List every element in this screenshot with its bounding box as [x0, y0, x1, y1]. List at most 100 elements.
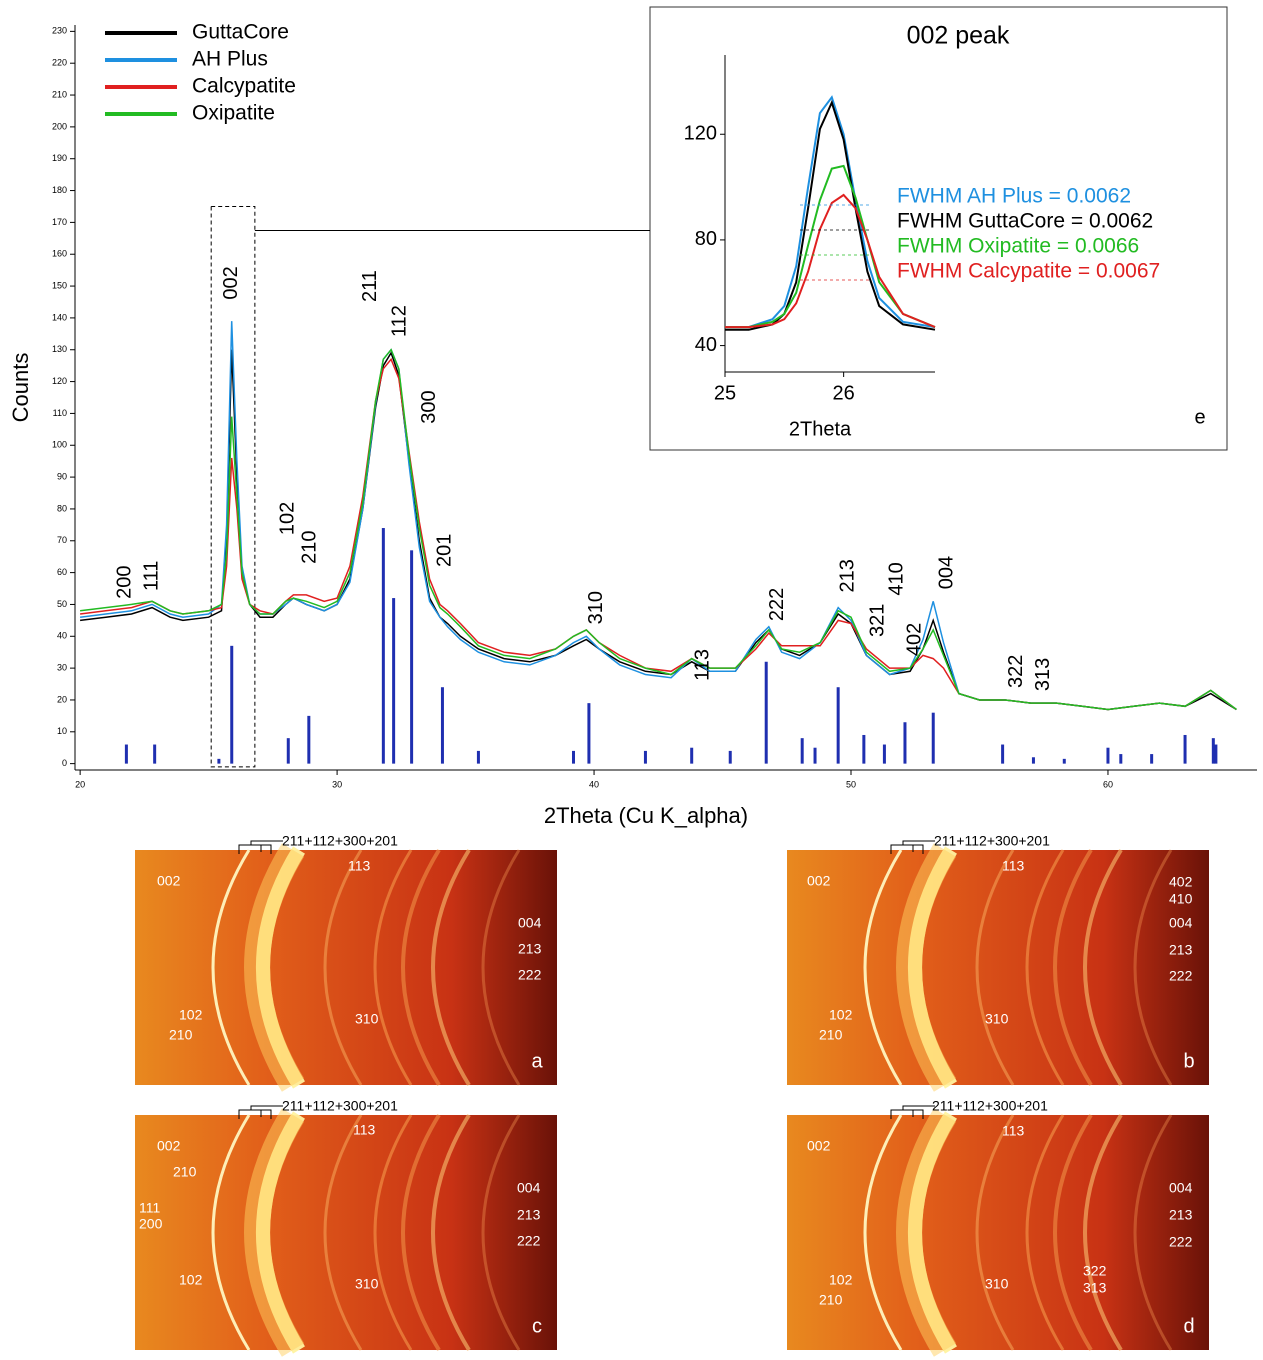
ring-label: 113 — [1002, 858, 1025, 874]
ring-label: 002 — [157, 1138, 181, 1154]
peak-label: 210 — [298, 530, 320, 563]
ring-label: 002 — [157, 873, 181, 889]
peak-label: 002 — [220, 266, 242, 299]
reference-peak — [230, 645, 234, 764]
y-tick-label: 0 — [62, 758, 67, 768]
reference-peak — [1214, 744, 1218, 764]
ring-label: 111 — [139, 1200, 160, 1216]
peak-label: 313 — [1032, 658, 1054, 691]
bracket — [890, 1105, 935, 1119]
reference-peak — [381, 528, 385, 764]
ring-label: 310 — [355, 1011, 379, 1027]
diffraction-ring — [1053, 1113, 1093, 1352]
diffraction-ring — [211, 1114, 251, 1351]
ring-label: 102 — [179, 1007, 203, 1023]
ring-label: 402 — [1169, 874, 1193, 890]
reference-peak — [690, 747, 694, 764]
y-tick-label: 80 — [695, 228, 717, 250]
legend-label: AH Plus — [192, 48, 268, 71]
y-tick-label: 120 — [52, 376, 67, 386]
ring-label: 113 — [1002, 1123, 1025, 1139]
diffraction-image — [787, 850, 1209, 1085]
reference-peak — [1062, 758, 1066, 764]
ring-label: 210 — [169, 1027, 193, 1043]
panel-letter: c — [532, 1315, 542, 1337]
peak-label: 321 — [866, 604, 888, 637]
y-tick-label: 100 — [52, 440, 67, 450]
panel-letter: d — [1183, 1315, 1194, 1337]
diffraction-ring — [401, 848, 441, 1087]
x-tick-label: 26 — [833, 382, 855, 404]
ring-label: 213 — [1169, 942, 1193, 958]
series-line — [80, 357, 1237, 711]
diffraction-image — [135, 1115, 557, 1350]
y-tick-label: 140 — [52, 312, 67, 322]
legend-label: Oxipatite — [192, 102, 275, 125]
reference-peak — [1106, 747, 1110, 764]
legend-label: GuttaCore — [192, 21, 289, 44]
diffraction-ring — [1083, 848, 1123, 1087]
diffraction-ring — [1083, 1113, 1123, 1352]
reference-peak — [587, 703, 591, 764]
diffraction-ring — [896, 1108, 957, 1357]
ring-label: 222 — [518, 967, 542, 983]
diffraction-ring — [975, 1114, 1015, 1351]
series-line — [80, 321, 1237, 711]
ring-label: 210 — [819, 1292, 843, 1308]
y-tick-label: 30 — [57, 662, 67, 672]
x-tick-label: 60 — [1103, 779, 1113, 789]
diffraction-ring — [1025, 1114, 1065, 1351]
diffraction-ring — [373, 849, 413, 1086]
ring-label: 102 — [829, 1007, 853, 1023]
reference-peak — [571, 750, 575, 764]
x-tick-label: 25 — [714, 382, 736, 404]
y-tick-label: 190 — [52, 153, 67, 163]
fwhm-label: FWHM GuttaCore = 0.0062 — [897, 210, 1153, 233]
x-tick-label: 40 — [589, 779, 599, 789]
peak-label: 310 — [585, 591, 607, 624]
diffraction-ring — [244, 1108, 305, 1357]
peak-label: 402 — [904, 623, 926, 656]
ring-label: 222 — [1169, 968, 1193, 984]
ring-label: 102 — [179, 1272, 203, 1288]
ring-label: 200 — [139, 1216, 163, 1232]
diffraction-ring — [323, 849, 363, 1086]
peak-label: 211 — [359, 270, 381, 302]
ring-label: 113 — [348, 858, 371, 874]
diffraction-image — [787, 1115, 1209, 1350]
y-tick-label: 230 — [52, 26, 67, 36]
reference-peak — [931, 712, 935, 764]
x-tick-label: 20 — [75, 779, 85, 789]
series-line — [725, 193, 936, 329]
ring-label: 004 — [517, 1180, 541, 1196]
reference-peak — [307, 715, 311, 764]
ring-label: 102 — [829, 1272, 853, 1288]
diffraction-ring — [431, 1113, 471, 1352]
series-line — [725, 95, 936, 329]
peak-label: 113 — [692, 649, 714, 681]
diffraction-ring — [1133, 849, 1173, 1086]
y-tick-label: 80 — [57, 503, 67, 513]
ring-label: 322 — [1083, 1263, 1107, 1279]
y-tick-label: 40 — [695, 334, 717, 356]
diffraction-image — [135, 850, 557, 1085]
reference-peak — [728, 750, 732, 764]
diffraction-ring — [863, 1114, 903, 1351]
inset-title: 002 peak — [907, 22, 1010, 50]
reference-peak — [1150, 754, 1154, 764]
ring-label: 211+112+300+201 — [932, 1098, 1048, 1114]
x-axis-label: 2Theta (Cu K_alpha) — [544, 803, 748, 828]
reference-peak — [1031, 757, 1035, 764]
ring-label: 222 — [517, 1233, 541, 1249]
diffraction-ring — [1133, 1114, 1173, 1351]
panel-letter: a — [531, 1050, 543, 1072]
fwhm-label: FWHM Oxipatite = 0.0066 — [897, 235, 1139, 258]
bracket — [890, 840, 935, 854]
diffraction-ring — [1053, 848, 1093, 1087]
diffraction-ring — [323, 1114, 363, 1351]
legend-label: Calcypatite — [192, 75, 296, 98]
ring-label: 004 — [1169, 1180, 1193, 1196]
